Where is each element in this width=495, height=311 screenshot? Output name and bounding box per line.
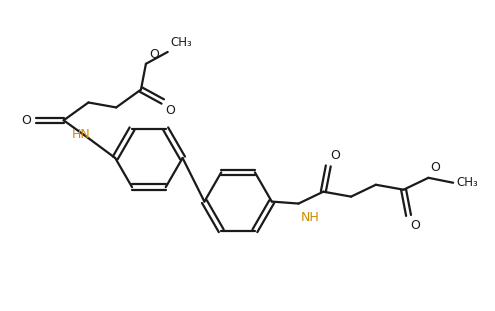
Text: O: O [21,114,31,127]
Text: NH: NH [300,211,319,225]
Text: CH₃: CH₃ [456,176,478,189]
Text: O: O [430,161,440,174]
Text: O: O [166,104,176,118]
Text: O: O [330,149,340,162]
Text: O: O [410,220,420,232]
Text: CH₃: CH₃ [171,36,193,49]
Text: O: O [149,48,159,61]
Text: HN: HN [72,128,91,141]
